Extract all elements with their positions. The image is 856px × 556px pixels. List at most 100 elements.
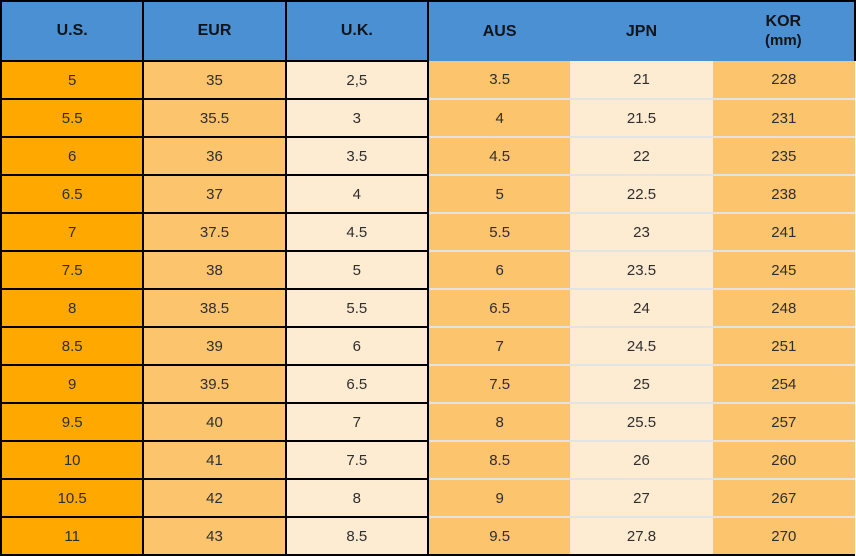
column-header-aus: AUS <box>427 0 571 61</box>
table-cell-kor: 251 <box>712 327 855 366</box>
table-cell-uk: 7.5 <box>284 440 429 480</box>
column-header-label: KOR <box>765 13 802 31</box>
table-cell-jpn: 25 <box>570 365 713 404</box>
table-cell-us: 10 <box>0 440 145 480</box>
table-row: 10 41 7.5 8.5 26 260 <box>0 440 855 480</box>
table-row: 9.5 40 7 8 25.5 257 <box>0 402 855 442</box>
table-cell-uk: 5 <box>284 250 429 290</box>
table-cell-uk: 4.5 <box>284 212 429 252</box>
table-cell-eur: 38.5 <box>142 288 287 328</box>
table-cell-uk: 2,5 <box>284 60 429 100</box>
table-cell-kor: 235 <box>712 137 855 176</box>
table-cell-aus: 5.5 <box>427 213 571 252</box>
table-cell-jpn: 21.5 <box>570 99 713 138</box>
table-cell-eur: 39 <box>142 326 287 366</box>
table-cell-eur: 38 <box>142 250 287 290</box>
table-cell-kor: 270 <box>712 517 855 556</box>
table-cell-aus: 4.5 <box>427 137 571 176</box>
table-cell-kor: 241 <box>712 213 855 252</box>
table-cell-aus: 7 <box>427 327 571 366</box>
column-header-jpn: JPN <box>570 0 713 61</box>
column-header-us: U.S. <box>0 0 144 62</box>
table-cell-us: 6 <box>0 136 145 176</box>
table-cell-kor: 267 <box>712 479 855 518</box>
column-header-label: U.S. <box>56 22 88 39</box>
table-cell-kor: 254 <box>712 365 855 404</box>
table-cell-uk: 8 <box>284 478 429 518</box>
table-cell-us: 7 <box>0 212 145 252</box>
table-row: 6.5 37 4 5 22.5 238 <box>0 174 855 214</box>
table-cell-kor: 238 <box>712 175 855 214</box>
table-cell-kor: 231 <box>712 99 855 138</box>
table-cell-eur: 39.5 <box>142 364 287 404</box>
table-cell-uk: 3.5 <box>284 136 429 176</box>
table-row: 9 39.5 6.5 7.5 25 254 <box>0 364 855 404</box>
table-cell-uk: 8.5 <box>284 516 429 556</box>
table-cell-kor: 245 <box>712 251 855 290</box>
table-cell-us: 8 <box>0 288 145 328</box>
table-cell-jpn: 21 <box>570 61 713 100</box>
column-header-sublabel: (mm) <box>764 32 802 50</box>
table-row: 6 36 3.5 4.5 22 235 <box>0 136 855 176</box>
column-header-eur: EUR <box>142 0 287 62</box>
table-cell-aus: 6.5 <box>427 289 571 328</box>
column-header-label: JPN <box>625 22 658 40</box>
table-cell-aus: 4 <box>427 99 571 138</box>
column-header-label: AUS <box>482 22 517 40</box>
column-header-kor: KOR (mm) <box>712 0 856 61</box>
table-cell-eur: 35.5 <box>142 98 287 138</box>
table-row: 8 38.5 5.5 6.5 24 248 <box>0 288 855 328</box>
column-header-label: EUR <box>197 22 232 39</box>
table-cell-us: 10.5 <box>0 478 145 518</box>
table-cell-us: 5.5 <box>0 98 145 138</box>
table-cell-us: 6.5 <box>0 174 145 214</box>
table-row: 5.5 35.5 3 4 21.5 231 <box>0 98 855 138</box>
table-cell-eur: 42 <box>142 478 287 518</box>
table-cell-eur: 37 <box>142 174 287 214</box>
header-row: U.S. EUR U.K. AUS JPN KOR (mm) <box>0 0 856 62</box>
column-header-label: U.K. <box>340 22 373 39</box>
table-cell-kor: 257 <box>712 403 855 442</box>
table-cell-eur: 37.5 <box>142 212 287 252</box>
table-cell-us: 11 <box>0 516 145 556</box>
table-row: 11 43 8.5 9.5 27.8 270 <box>0 516 855 556</box>
table-row: 7 37.5 4.5 5.5 23 241 <box>0 212 855 252</box>
table-header: U.S. EUR U.K. AUS JPN KOR (mm) <box>0 0 856 62</box>
table-cell-jpn: 25.5 <box>570 403 713 442</box>
table-cell-aus: 5 <box>427 175 571 214</box>
table-cell-us: 8.5 <box>0 326 145 366</box>
table-cell-uk: 3 <box>284 98 429 138</box>
table-cell-kor: 248 <box>712 289 855 328</box>
table-row: 10.5 42 8 9 27 267 <box>0 478 855 518</box>
table-cell-us: 9 <box>0 364 145 404</box>
table-cell-aus: 6 <box>427 251 571 290</box>
table-cell-us: 7.5 <box>0 250 145 290</box>
table-cell-kor: 260 <box>712 441 855 480</box>
table-cell-jpn: 26 <box>570 441 713 480</box>
table-cell-aus: 3.5 <box>427 61 571 100</box>
table-cell-aus: 7.5 <box>427 365 571 404</box>
table-cell-eur: 35 <box>142 60 287 100</box>
table-row: 7.5 38 5 6 23.5 245 <box>0 250 855 290</box>
table-cell-eur: 41 <box>142 440 287 480</box>
table-cell-eur: 40 <box>142 402 287 442</box>
table-cell-jpn: 23 <box>570 213 713 252</box>
table-cell-jpn: 22.5 <box>570 175 713 214</box>
table-cell-uk: 5.5 <box>284 288 429 328</box>
table-cell-aus: 8.5 <box>427 441 571 480</box>
table-cell-jpn: 24.5 <box>570 327 713 366</box>
table-cell-aus: 9.5 <box>427 517 571 556</box>
table-cell-eur: 36 <box>142 136 287 176</box>
table-cell-uk: 7 <box>284 402 429 442</box>
table-cell-jpn: 27 <box>570 479 713 518</box>
table-cell-jpn: 22 <box>570 137 713 176</box>
table-cell-us: 9.5 <box>0 402 145 442</box>
table-cell-us: 5 <box>0 60 145 100</box>
table-body: 5 35 2,5 3.5 21 228 5.5 35.5 3 4 21.5 231 6 36 3.5 4.5 2… <box>0 60 855 556</box>
table-cell-aus: 9 <box>427 479 571 518</box>
table-cell-jpn: 27.8 <box>570 517 713 556</box>
table-cell-eur: 43 <box>142 516 287 556</box>
table-row: 8.5 39 6 7 24.5 251 <box>0 326 855 366</box>
table-row: 5 35 2,5 3.5 21 228 <box>0 60 855 100</box>
